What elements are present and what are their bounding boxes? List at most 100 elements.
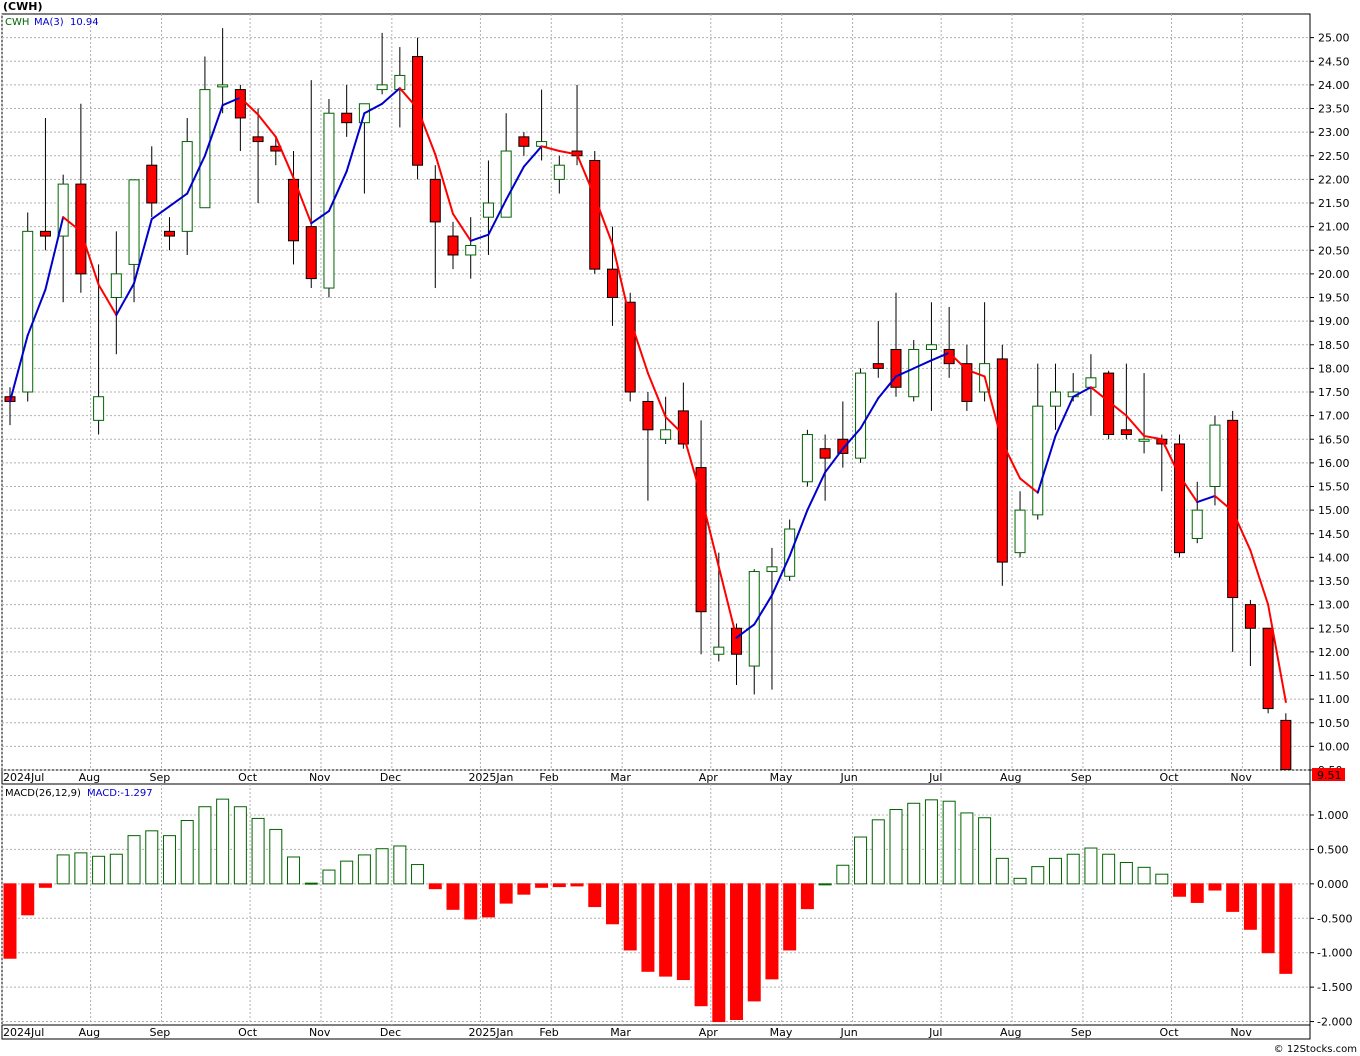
ma-segment — [965, 368, 986, 378]
candle-body — [465, 245, 477, 256]
price-tick-label: 10.50 — [1318, 717, 1350, 730]
ma-segment — [257, 113, 277, 138]
candle-body — [22, 230, 34, 393]
ma-segment — [593, 195, 614, 246]
macd-bar — [552, 883, 566, 888]
macd-bar — [570, 883, 584, 887]
candle-body — [1138, 438, 1150, 442]
date-label: Oct — [238, 1026, 258, 1039]
candle-body — [624, 301, 636, 393]
ma-segment — [841, 427, 862, 450]
macd-legend-label: MACD(26,12,9) — [5, 788, 81, 799]
candle-body — [163, 230, 175, 237]
macd-bar — [871, 819, 885, 885]
macd-bar — [481, 883, 495, 918]
price-tick-label: 22.50 — [1318, 150, 1350, 163]
ma-segment — [416, 107, 437, 156]
candle-body — [819, 448, 831, 459]
ma-segment — [753, 594, 773, 626]
chart-title: (CWH) — [3, 0, 42, 13]
price-tick-label: 15.00 — [1318, 504, 1350, 517]
macd-bar — [393, 845, 407, 885]
price-tick-label: 18.00 — [1318, 362, 1350, 375]
macd-bar — [924, 799, 938, 885]
ma-segment — [381, 87, 401, 105]
macd-bar — [251, 817, 265, 885]
ma-segment — [895, 367, 915, 378]
date-axis-strip-top — [1, 769, 1311, 785]
macd-bar — [1190, 883, 1204, 903]
ma-segment — [1249, 549, 1270, 606]
ma-segment — [62, 216, 82, 233]
price-tick-label: 11.50 — [1318, 670, 1350, 683]
macd-bar — [269, 828, 283, 885]
ma-segment — [150, 205, 171, 221]
ma-segment — [345, 112, 366, 173]
ma-segment — [1089, 386, 1110, 403]
date-label: May — [770, 1026, 793, 1039]
ma-segment — [292, 176, 313, 225]
date-label: Sep — [1071, 1026, 1092, 1039]
date-label: Oct — [238, 771, 258, 784]
date-label: Apr — [699, 771, 719, 784]
macd-bar — [588, 883, 602, 908]
date-label: Nov — [309, 1026, 331, 1039]
date-label: 2024Jul — [3, 771, 44, 784]
macd-bar — [21, 883, 35, 916]
macd-tick-label: 0.000 — [1317, 878, 1349, 891]
candle-body — [660, 429, 672, 440]
price-legend-ma-value: 10.94 — [70, 17, 99, 28]
macd-bar — [800, 883, 814, 910]
date-label: Nov — [309, 771, 331, 784]
candle-body — [1262, 627, 1274, 710]
ma-segment — [26, 288, 47, 337]
macd-bar — [340, 860, 354, 885]
ma-segment — [1160, 438, 1181, 477]
price-tick-label: 14.00 — [1318, 551, 1350, 564]
candle-body — [252, 136, 264, 143]
ma-segment — [646, 372, 667, 419]
ma-segment — [824, 447, 844, 474]
candle-body — [376, 84, 388, 91]
date-label: Sep — [149, 1026, 170, 1039]
macd-bar — [836, 864, 850, 885]
macd-bar — [747, 883, 761, 1002]
price-tick-label: 24.50 — [1318, 55, 1350, 68]
price-axis-ticks: 25.00 24.50 24.00 23.50 23.00 22.50 22.00 21.50… — [1310, 32, 1350, 777]
price-tick-label: 17.00 — [1318, 410, 1350, 423]
candle-body — [447, 235, 459, 256]
ma-segment — [115, 282, 136, 316]
candle-body — [341, 112, 353, 124]
macd-panel-frame — [1, 783, 1311, 1026]
macd-bar — [1102, 853, 1116, 885]
macd-bar — [1119, 861, 1133, 885]
ma-segment — [1143, 434, 1163, 441]
price-tick-label: 21.50 — [1318, 197, 1350, 210]
macd-bar — [907, 802, 921, 885]
date-label: Jul — [928, 1026, 942, 1039]
candle-body — [1174, 443, 1186, 554]
candle-body — [1014, 509, 1026, 554]
ma-segment — [859, 397, 880, 430]
price-tick-label: 24.00 — [1318, 79, 1350, 92]
last-price-tag-box — [1312, 768, 1345, 781]
macd-bar — [783, 883, 797, 951]
price-tick-label: 16.00 — [1318, 457, 1350, 470]
date-label: Jul — [928, 771, 942, 784]
ma-segment — [310, 210, 330, 225]
candlestick-series — [4, 28, 1292, 771]
macd-bar — [411, 864, 425, 885]
macd-bar — [1013, 877, 1027, 885]
macd-bar — [694, 883, 708, 1007]
ma-segment — [1213, 494, 1234, 513]
candle-body — [801, 434, 813, 483]
ma-segment — [44, 216, 65, 291]
macd-bar — [623, 883, 637, 951]
date-label: 2024Jul — [3, 1026, 44, 1039]
date-label: Aug — [1000, 1026, 1021, 1039]
candle-body — [908, 348, 920, 398]
candle-body — [518, 136, 530, 147]
candle-body — [1227, 419, 1239, 599]
ma-segment — [1001, 441, 1022, 480]
